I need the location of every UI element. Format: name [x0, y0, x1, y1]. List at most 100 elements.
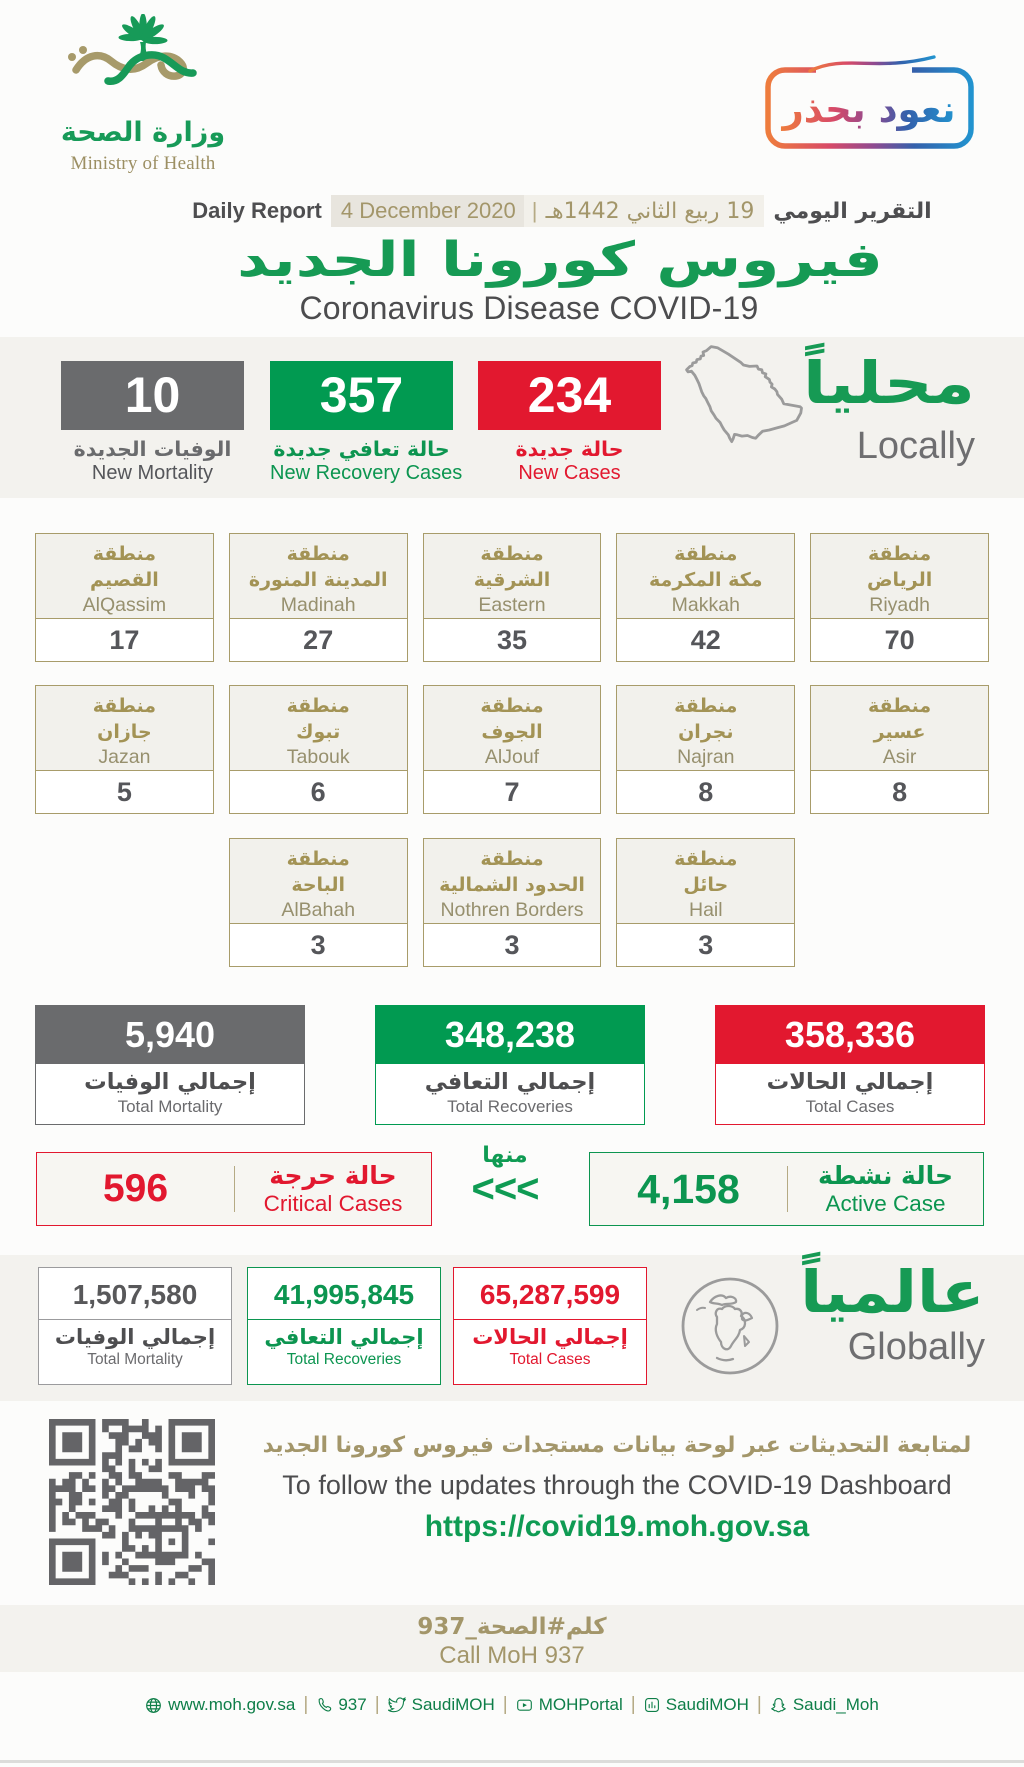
- region-value: 27: [303, 625, 334, 655]
- region-value: 5: [116, 777, 132, 807]
- total-cases-box: 358,336 إجمالي الحالات Total Cases: [715, 1005, 985, 1125]
- new-mortality-label-en: New Mortality: [91, 462, 214, 484]
- total-cases-label-en: Total Cases: [805, 1097, 895, 1116]
- dashboard-info: لمتابعة التحديثات عبر لوحة بيانات مستجدا…: [224, 1430, 1010, 1546]
- global-recoveries-value: 41,995,845: [273, 1279, 415, 1310]
- region-value: 17: [109, 625, 140, 655]
- region-name-en: Tabouk: [286, 746, 350, 768]
- total-recoveries-box: 348,238 إجمالي التعافي Total Recoveries: [375, 1005, 645, 1125]
- region-prefix-ar: منطقة: [92, 695, 157, 717]
- stat-new-recoveries: 357 حالة تعافي جديدة New Recovery Cases: [270, 361, 462, 485]
- global-cases-value: 65,287,599: [479, 1279, 621, 1310]
- divider: [248, 1319, 440, 1320]
- region-card-madinah: منطقة المدينة المنورة Madinah 27: [228, 533, 408, 662]
- region-name-ar: نجران: [678, 721, 734, 743]
- stat-new-cases: 234 حالة جديدة New Cases: [478, 361, 661, 485]
- total-recoveries-label-ar: إجمالي التعافي: [424, 1069, 596, 1095]
- footer-link-website[interactable]: www.moh.gov.sa: [137, 1695, 303, 1715]
- dashboard-url[interactable]: https://covid19.moh.gov.sa: [424, 1510, 810, 1543]
- footer-separator: |: [303, 1694, 309, 1715]
- region-card-alqassim: منطقة القصيم AlQassim 17: [35, 533, 214, 662]
- region-card-najran: منطقة نجران Najran 8: [616, 685, 796, 814]
- region-name-en: Eastern: [478, 594, 546, 616]
- region-value: 3: [310, 930, 326, 960]
- global-recoveries-box: 41,995,845 إجمالي التعافي Total Recoveri…: [247, 1267, 441, 1385]
- new-cases-label-ar: حالة جديدة: [515, 437, 624, 461]
- regions-row-1: منطقة القصيم AlQassim 17 منطقة المدينة ا…: [35, 533, 989, 662]
- active-cases-value: 4,158: [637, 1165, 740, 1212]
- new-recoveries-value: 357: [270, 361, 453, 430]
- regions-row-3: منطقة الباحة AlBahah 3 منطقة الحدود الشم…: [35, 838, 989, 967]
- region-value: 7: [504, 777, 520, 807]
- global-mortality-label-ar: إجمالي الوفيات: [54, 1325, 216, 1349]
- page-title-ar: فيروس كورونا الجديد: [237, 232, 883, 288]
- footer-link-youtube[interactable]: MOHPortal: [508, 1695, 631, 1715]
- region-name-ar: جازان: [97, 721, 152, 743]
- total-mortality-label-ar: إجمالي الوفيات: [84, 1069, 256, 1095]
- critical-cases-box: 596 حالة حرجة Critical Cases: [36, 1152, 432, 1226]
- total-cases-label-ar: إجمالي الحالات: [766, 1069, 934, 1095]
- active-cases-label-ar: حالة نشطة: [818, 1161, 953, 1190]
- region-name-ar: حائل: [683, 874, 729, 896]
- total-recoveries-value: 348,238: [376, 1006, 644, 1064]
- footer-link-label: SaudiMOH: [665, 1695, 749, 1714]
- vertical-divider: [234, 1166, 235, 1212]
- region-prefix-ar: منطقة: [286, 695, 350, 717]
- call-banner-ar: كلم#الصحة_937: [417, 1614, 607, 1640]
- footer-link-label: Saudi_Moh: [792, 1695, 879, 1714]
- critical-cases-label-ar: حالة حرجة: [269, 1161, 397, 1190]
- total-mortality-value: 5,940: [36, 1006, 304, 1064]
- region-card-tabouk: منطقة تبوك Tabouk 6: [228, 685, 408, 814]
- region-name-en: AlQassim: [82, 594, 167, 616]
- date-hijri: 19 ربيع الثاني 1442هـ: [545, 199, 755, 224]
- region-name-ar: الباحة: [291, 874, 346, 896]
- footer-link-app[interactable]: SaudiMOH: [636, 1695, 757, 1715]
- region-prefix-ar: منطقة: [867, 695, 932, 717]
- region-value: 35: [496, 625, 528, 655]
- global-mortality-label-en: Total Mortality: [87, 1351, 183, 1368]
- globally-heading: عالمياً Globally: [801, 1258, 985, 1368]
- region-name-en: Asir: [882, 746, 917, 768]
- footer-link-phone[interactable]: 937: [308, 1695, 374, 1715]
- global-recoveries-label-ar: إجمالي التعافي: [264, 1325, 424, 1349]
- region-name-en: Nothren Borders: [440, 899, 584, 921]
- region-prefix-ar: منطقة: [674, 695, 738, 717]
- new-cases-label-en: New Cases: [518, 462, 621, 484]
- footer-link-snapchat[interactable]: Saudi_Moh: [762, 1695, 887, 1715]
- mobile-app-icon: [644, 1698, 659, 1712]
- region-prefix-ar: منطقة: [92, 543, 157, 565]
- new-recoveries-label-ar: حالة تعافي جديدة: [273, 437, 450, 461]
- region-prefix-ar: منطقة: [286, 848, 350, 870]
- region-prefix-ar: منطقة: [286, 543, 350, 565]
- moh-logo: وزارة الصحة Ministry of Health: [58, 13, 228, 175]
- footer-separator: |: [374, 1694, 380, 1715]
- region-card-riyadh: منطقة الرياض Riyadh 70: [810, 533, 989, 662]
- vertical-divider: [787, 1166, 788, 1212]
- page-title-en: Coronavirus Disease COVID-19: [299, 290, 759, 326]
- region-name-en: Hail: [688, 899, 723, 921]
- total-cases-value: 358,336: [716, 1006, 984, 1064]
- global-cases-label-en: Total Cases: [509, 1351, 591, 1368]
- region-name-ar: تبوك: [296, 721, 341, 743]
- region-value: 8: [698, 777, 714, 807]
- region-value: 3: [504, 930, 520, 960]
- global-mortality-box: 1,507,580 إجمالي الوفيات Total Mortality: [38, 1267, 232, 1385]
- snapchat-icon: [771, 1697, 786, 1712]
- call-banner-en: Call MoH 937: [439, 1642, 585, 1669]
- footer-link-label: www.moh.gov.sa: [168, 1695, 296, 1714]
- footer-link-twitter[interactable]: SaudiMOH: [380, 1695, 503, 1715]
- region-card-albahah: منطقة الباحة AlBahah 3: [228, 838, 408, 967]
- locally-heading: محلياً Locally: [803, 348, 975, 468]
- region-name-en: Jazan: [98, 746, 151, 768]
- region-prefix-ar: منطقة: [480, 543, 544, 565]
- footer-link-label: MOHPortal: [538, 1695, 623, 1714]
- new-mortality-value: 10: [61, 361, 244, 430]
- locally-section: 10 الوفيات الجديدة New Mortality 357 حال…: [0, 337, 1024, 498]
- total-mortality-label-en: Total Mortality: [117, 1097, 223, 1116]
- globally-heading-en: Globally: [847, 1326, 985, 1368]
- active-cases-box: 4,158 حالة نشطة Active Case: [589, 1152, 984, 1226]
- footer-separator: |: [502, 1694, 508, 1715]
- global-cases-label-ar: إجمالي الحالات: [472, 1325, 628, 1349]
- region-value: 6: [310, 777, 326, 807]
